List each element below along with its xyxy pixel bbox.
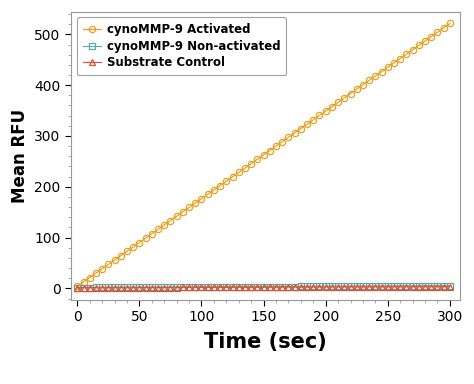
Substrate Control — [149, 285, 155, 290]
cynoMMP-9 Non-activated — [74, 285, 80, 290]
cynoMMP-9 Non-activated — [397, 284, 403, 288]
X-axis label: Time (sec): Time (sec) — [204, 332, 327, 352]
cynoMMP-9 Non-activated — [298, 284, 304, 289]
Line: Substrate Control: Substrate Control — [74, 283, 453, 291]
Line: cynoMMP-9 Non-activated: cynoMMP-9 Non-activated — [74, 283, 453, 291]
Line: cynoMMP-9 Activated: cynoMMP-9 Activated — [74, 20, 453, 290]
cynoMMP-9 Activated — [273, 144, 279, 149]
Substrate Control — [397, 285, 403, 289]
Y-axis label: Mean RFU: Mean RFU — [11, 108, 29, 203]
cynoMMP-9 Non-activated — [161, 285, 167, 290]
Legend: cynoMMP-9 Activated, cynoMMP-9 Non-activated, Substrate Control: cynoMMP-9 Activated, cynoMMP-9 Non-activ… — [77, 17, 286, 75]
Substrate Control — [161, 285, 167, 290]
cynoMMP-9 Activated — [447, 21, 453, 26]
cynoMMP-9 Activated — [397, 56, 403, 61]
cynoMMP-9 Non-activated — [273, 284, 279, 289]
Substrate Control — [273, 285, 279, 290]
Substrate Control — [298, 285, 304, 290]
cynoMMP-9 Activated — [205, 192, 210, 197]
cynoMMP-9 Non-activated — [149, 285, 155, 290]
cynoMMP-9 Activated — [298, 126, 304, 131]
cynoMMP-9 Activated — [149, 232, 155, 236]
Substrate Control — [74, 286, 80, 290]
cynoMMP-9 Activated — [74, 284, 80, 289]
cynoMMP-9 Activated — [161, 223, 167, 227]
cynoMMP-9 Non-activated — [447, 283, 453, 288]
Substrate Control — [205, 285, 210, 290]
Substrate Control — [447, 284, 453, 289]
cynoMMP-9 Non-activated — [205, 285, 210, 289]
